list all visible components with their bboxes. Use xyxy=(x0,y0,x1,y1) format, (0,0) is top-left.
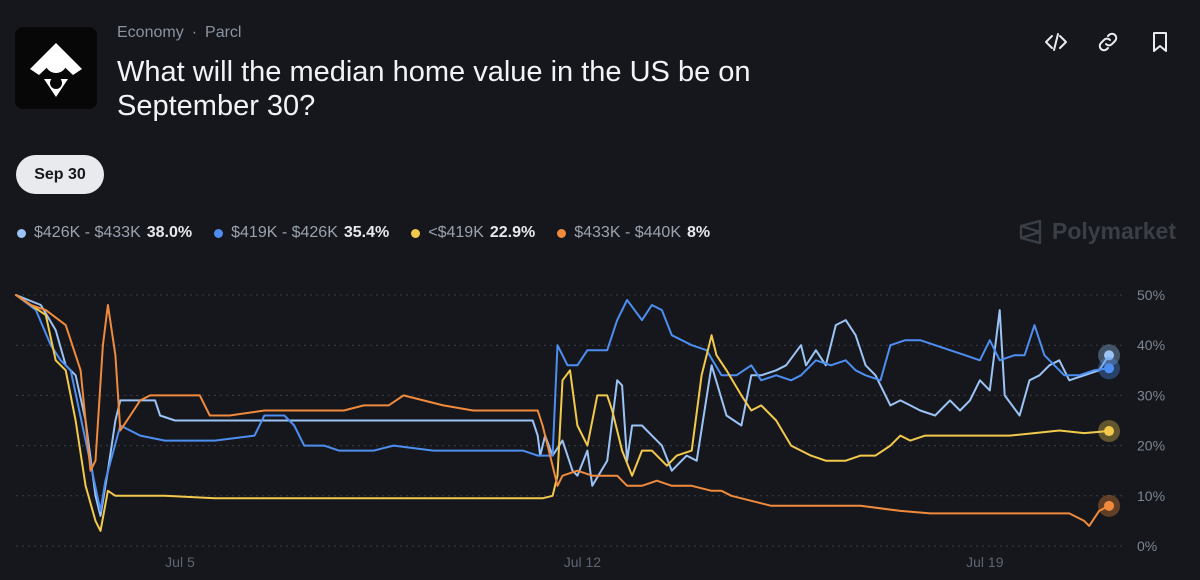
legend-percent: 8% xyxy=(686,224,711,241)
x-tick-label: Jul 19 xyxy=(966,554,1004,570)
legend-dot xyxy=(17,228,26,238)
tab-sep-30[interactable]: Sep 30 xyxy=(16,155,104,194)
chart-legend: $426K - $433K 38.0% $419K - $426K 35.4% … xyxy=(17,224,710,242)
y-tick-label: 10% xyxy=(1137,488,1165,504)
house-logo-icon xyxy=(30,43,82,97)
legend-item: <$419K 22.9% xyxy=(411,224,535,242)
y-tick-label: 20% xyxy=(1137,438,1165,454)
series-endpoint xyxy=(1104,426,1115,437)
series-endpoint xyxy=(1104,500,1115,511)
category-link[interactable]: Economy xyxy=(117,24,184,41)
legend-dot xyxy=(411,228,421,238)
breadcrumb-separator: · xyxy=(191,24,198,41)
breadcrumb: Economy · Parcl xyxy=(117,24,241,42)
legend-dot xyxy=(214,228,224,238)
code-icon[interactable] xyxy=(1044,30,1068,54)
y-tick-label: 30% xyxy=(1137,387,1165,403)
watermark-text: Polymarket xyxy=(1051,218,1176,244)
x-tick-label: Jul 5 xyxy=(165,554,195,570)
polymarket-logo-icon xyxy=(1019,219,1042,244)
legend-item: $426K - $433K 38.0% xyxy=(17,224,192,242)
page-title: What will the median home value in the U… xyxy=(117,56,751,122)
legend-dot xyxy=(557,228,567,238)
legend-range: $419K - $426K xyxy=(231,224,338,241)
y-tick-label: 40% xyxy=(1137,337,1165,353)
legend-range: $426K - $433K xyxy=(34,224,141,241)
header-actions xyxy=(1044,30,1172,54)
bookmark-icon[interactable] xyxy=(1148,30,1172,54)
legend-item: $433K - $440K 8% xyxy=(557,224,710,242)
series-line xyxy=(15,294,1110,517)
y-tick-label: 50% xyxy=(1137,287,1165,303)
legend-range: <$419K xyxy=(428,224,484,241)
source-link[interactable]: Parcl xyxy=(205,24,242,41)
x-tick-label: Jul 12 xyxy=(564,554,602,570)
legend-percent: 22.9% xyxy=(489,224,536,241)
series-line xyxy=(15,294,1110,527)
series-line xyxy=(15,294,1110,532)
price-chart: 0% 10% 20% 30% 40% 50% Jul 5 Jul 12 Jul 19 xyxy=(15,287,1165,570)
y-tick-label: 0% xyxy=(1137,538,1157,554)
series-endpoint xyxy=(1104,363,1115,374)
legend-percent: 35.4% xyxy=(343,224,390,241)
market-logo xyxy=(15,27,97,109)
series-line xyxy=(15,294,1110,512)
legend-range: $433K - $440K xyxy=(574,224,681,241)
link-icon[interactable] xyxy=(1096,30,1120,54)
legend-item: $419K - $426K 35.4% xyxy=(214,224,389,242)
series-endpoint xyxy=(1104,350,1115,361)
polymarket-watermark: Polymarket xyxy=(1018,218,1176,245)
legend-percent: 38.0% xyxy=(146,224,193,241)
